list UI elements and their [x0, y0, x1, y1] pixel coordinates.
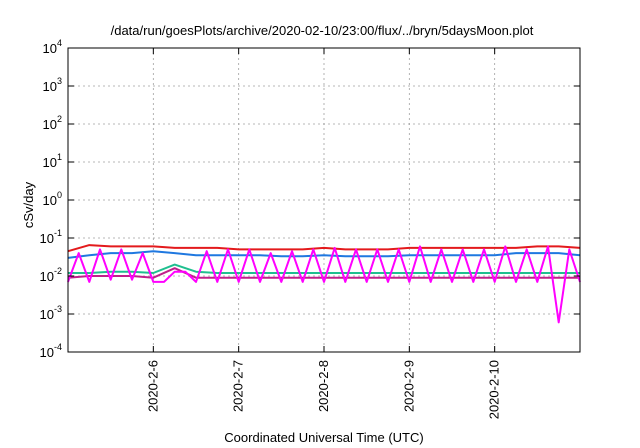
y-tick-label-exponent: -3 — [54, 304, 62, 314]
y-tick-label-base: 10 — [40, 345, 54, 360]
y-tick-label-base: 10 — [43, 79, 57, 94]
series-line-3 — [68, 263, 580, 274]
y-tick-label-base: 10 — [43, 155, 57, 170]
y-tick-label-base: 10 — [40, 269, 54, 284]
series-line-5 — [67, 245, 581, 324]
x-tick-label: 2020-2-6 — [145, 360, 160, 412]
y-tick-label: 10-2 — [40, 266, 62, 284]
y-tick-label-exponent: 3 — [57, 76, 62, 86]
y-axis-label: cSv/day — [21, 181, 36, 228]
y-tick-label: 10-1 — [40, 228, 62, 246]
x-ticks: 2020-2-6 2020-2-7 2020-2-8 2020-2-9 2020-2-1… — [145, 48, 502, 419]
grid — [68, 48, 580, 352]
y-tick-label-base: 10 — [43, 193, 57, 208]
y-tick-label: 104 — [43, 38, 62, 56]
y-tick-label-base: 10 — [40, 231, 54, 246]
x-tick-label: 2020-2-9 — [401, 360, 416, 412]
series-line-1 — [67, 244, 581, 253]
y-tick-label: 100 — [43, 190, 62, 208]
y-tick-label-exponent: 2 — [57, 114, 62, 124]
y-tick-label: 101 — [43, 152, 62, 170]
y-tick-label-exponent: 4 — [57, 38, 62, 48]
y-tick-label-base: 10 — [43, 41, 57, 56]
series-line-2 — [67, 250, 581, 259]
y-tick-label: 10-4 — [40, 342, 62, 360]
y-tick-label-exponent: 1 — [57, 152, 62, 162]
y-tick-label-exponent: -4 — [54, 342, 62, 352]
y-tick-label-exponent: -2 — [54, 266, 62, 276]
y-tick-label: 102 — [43, 114, 62, 132]
x-tick-label: 2020-2-7 — [231, 360, 246, 412]
y-tick-label-base: 10 — [43, 117, 57, 132]
x-axis-label: Coordinated Universal Time (UTC) — [224, 430, 423, 445]
y-tick-label: 103 — [43, 76, 62, 94]
x-tick-label: 2020-2-10 — [487, 360, 502, 419]
y-tick-label-exponent: 0 — [57, 190, 62, 200]
chart-title: /data/run/goesPlots/archive/2020-02-10/2… — [111, 23, 534, 38]
x-tick-label: 2020-2-8 — [316, 360, 331, 412]
series-line-4 — [67, 267, 580, 279]
series-layer — [67, 244, 581, 324]
y-tick-label: 10-3 — [40, 304, 62, 322]
y-tick-label-exponent: -1 — [54, 228, 62, 238]
y-tick-label-base: 10 — [40, 307, 54, 322]
